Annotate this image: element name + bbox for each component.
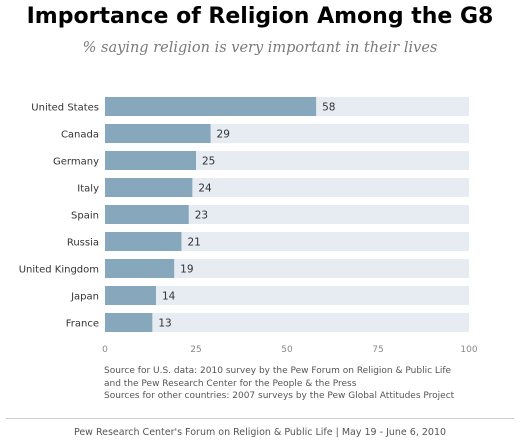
value-label-germany: 25 xyxy=(202,156,215,168)
x-tick-label-100: 100 xyxy=(460,345,477,355)
category-label-germany: Germany xyxy=(53,157,99,168)
x-tick-label-50: 50 xyxy=(281,345,293,355)
bar-track-france xyxy=(105,313,469,332)
bar-chart: United States 58 Canada 29 Germany 25 Italy 24 S… xyxy=(19,97,478,355)
category-label-united-states: United States xyxy=(31,103,99,114)
source-note-line-2: and the Pew Research Center for the Peop… xyxy=(104,378,357,389)
bar-track-italy xyxy=(105,178,469,197)
bar-united-states xyxy=(105,97,317,116)
value-label-canada: 29 xyxy=(217,129,230,141)
category-label-france: France xyxy=(66,319,99,330)
bar-track-spain xyxy=(105,205,469,224)
bar-track-japan xyxy=(105,286,469,305)
category-label-canada: Canada xyxy=(61,130,99,141)
value-label-italy: 24 xyxy=(198,183,212,195)
x-tick-label-75: 75 xyxy=(372,345,383,355)
bar-russia xyxy=(105,232,182,251)
bar-united-kingdom xyxy=(105,259,175,278)
footer-credit: Pew Research Center's Forum on Religion … xyxy=(73,427,447,438)
value-label-united-states: 58 xyxy=(322,102,335,114)
bar-spain xyxy=(105,205,189,224)
bar-track-united-kingdom xyxy=(105,259,469,278)
category-label-russia: Russia xyxy=(67,238,99,249)
bar-france xyxy=(105,313,153,332)
chart-subtitle: % saying religion is very important in t… xyxy=(82,40,438,56)
bar-japan xyxy=(105,286,156,305)
x-tick-label-25: 25 xyxy=(190,345,201,355)
value-label-russia: 21 xyxy=(187,237,200,249)
footer-divider xyxy=(6,418,514,419)
bar-track-russia xyxy=(105,232,469,251)
value-label-france: 13 xyxy=(158,318,171,330)
category-label-spain: Spain xyxy=(71,211,99,222)
source-notes: Source for U.S. data: 2010 survey by the… xyxy=(104,365,454,403)
chart-title: Importance of Religion Among the G8 xyxy=(26,4,494,29)
bar-canada xyxy=(105,124,211,143)
bar-italy xyxy=(105,178,193,197)
category-label-united-kingdom: United Kingdom xyxy=(19,265,99,276)
value-label-spain: 23 xyxy=(195,210,208,222)
value-label-japan: 14 xyxy=(162,291,176,303)
bar-germany xyxy=(105,151,196,170)
category-label-japan: Japan xyxy=(70,292,99,303)
source-note-line-1: Source for U.S. data: 2010 survey by the… xyxy=(104,366,452,376)
category-label-italy: Italy xyxy=(77,184,99,195)
x-tick-label-0: 0 xyxy=(102,345,108,355)
value-label-united-kingdom: 19 xyxy=(180,264,193,276)
source-note-line-3: Sources for other countries: 2007 survey… xyxy=(104,391,455,401)
